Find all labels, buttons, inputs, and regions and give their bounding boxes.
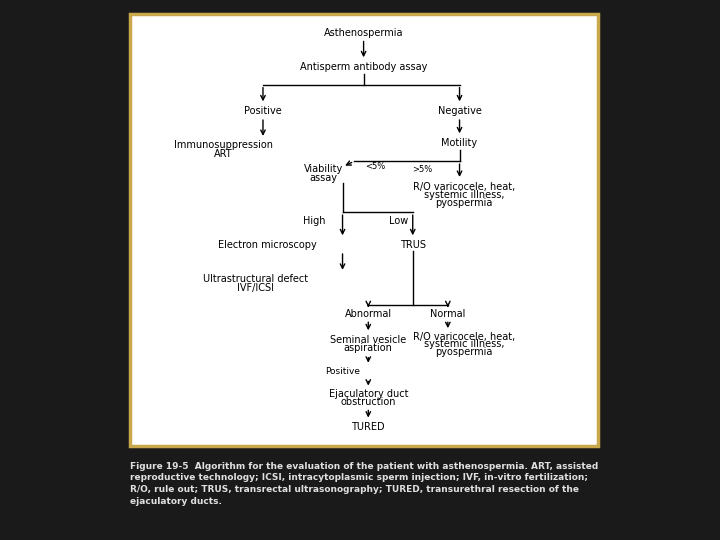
Text: Figure 19-5  Algorithm for the evaluation of the patient with asthenospermia. AR: Figure 19-5 Algorithm for the evaluation… — [130, 462, 598, 506]
Text: Positive: Positive — [244, 106, 282, 116]
Text: Negative: Negative — [438, 106, 482, 116]
Text: Motility: Motility — [441, 138, 477, 148]
Text: TRUS: TRUS — [400, 240, 426, 249]
Text: High: High — [303, 216, 325, 226]
Text: IVF/ICSI: IVF/ICSI — [238, 283, 274, 293]
Text: systemic illness,: systemic illness, — [424, 190, 505, 200]
Text: Positive: Positive — [325, 367, 360, 376]
Text: aspiration: aspiration — [344, 343, 392, 353]
Text: Ultrastructural defect: Ultrastructural defect — [203, 274, 309, 284]
Text: assay: assay — [310, 173, 338, 183]
Text: Antisperm antibody assay: Antisperm antibody assay — [300, 63, 427, 72]
Text: Low: Low — [389, 216, 408, 226]
Text: systemic illness,: systemic illness, — [424, 340, 505, 349]
Text: R/O varicocele, heat,: R/O varicocele, heat, — [413, 182, 516, 192]
Text: obstruction: obstruction — [341, 397, 396, 407]
Text: Normal: Normal — [430, 309, 466, 319]
Text: Seminal vesicle: Seminal vesicle — [330, 335, 406, 345]
Text: Electron microscopy: Electron microscopy — [218, 240, 317, 249]
Text: Asthenospermia: Asthenospermia — [324, 28, 403, 38]
Text: <5%: <5% — [365, 163, 385, 171]
Text: pyospermia: pyospermia — [436, 198, 493, 208]
Text: pyospermia: pyospermia — [436, 347, 493, 357]
Text: Abnormal: Abnormal — [345, 309, 392, 319]
FancyBboxPatch shape — [130, 14, 598, 445]
Text: >5%: >5% — [412, 165, 432, 173]
Text: Immunosuppression: Immunosuppression — [174, 140, 273, 150]
Text: TURED: TURED — [351, 422, 385, 433]
Text: Viability: Viability — [304, 164, 343, 174]
Text: R/O varicocele, heat,: R/O varicocele, heat, — [413, 332, 516, 342]
Text: Ejaculatory duct: Ejaculatory duct — [328, 389, 408, 399]
Text: ART: ART — [214, 149, 233, 159]
